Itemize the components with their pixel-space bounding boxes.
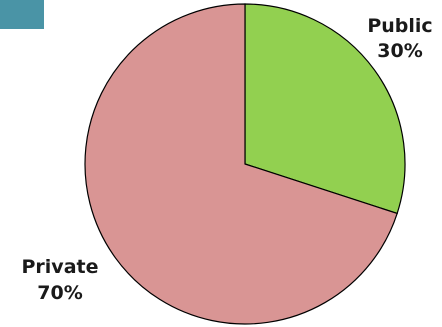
slice-value-private: 70% [37,282,82,304]
corner-accent-block [0,0,44,29]
slice-value-public: 30% [377,40,422,62]
pie-slice-public [244,3,406,215]
pie-slice-private [84,3,398,325]
slice-label-public: Public [367,15,432,37]
pie-slices [84,3,406,325]
pie-labels: Public 30% Private 70% [22,15,433,304]
slice-label-private: Private [22,256,99,278]
